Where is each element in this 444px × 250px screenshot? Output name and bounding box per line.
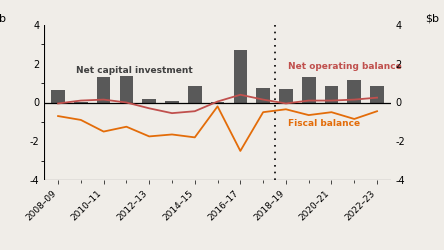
Bar — [370, 86, 384, 102]
Bar — [119, 76, 133, 102]
Text: $b: $b — [0, 14, 6, 24]
Bar — [188, 86, 202, 102]
Bar — [51, 90, 65, 102]
Text: Net operating balance: Net operating balance — [288, 62, 402, 70]
Bar — [256, 88, 270, 102]
Text: $b: $b — [425, 14, 439, 24]
Bar — [302, 77, 316, 102]
Bar — [325, 86, 338, 102]
Bar — [234, 50, 247, 102]
Bar — [279, 89, 293, 102]
Bar — [347, 80, 361, 102]
Bar — [165, 100, 179, 102]
Bar — [143, 98, 156, 102]
Text: Fiscal balance: Fiscal balance — [288, 119, 361, 128]
Bar — [97, 77, 111, 102]
Text: Net capital investment: Net capital investment — [76, 66, 193, 76]
